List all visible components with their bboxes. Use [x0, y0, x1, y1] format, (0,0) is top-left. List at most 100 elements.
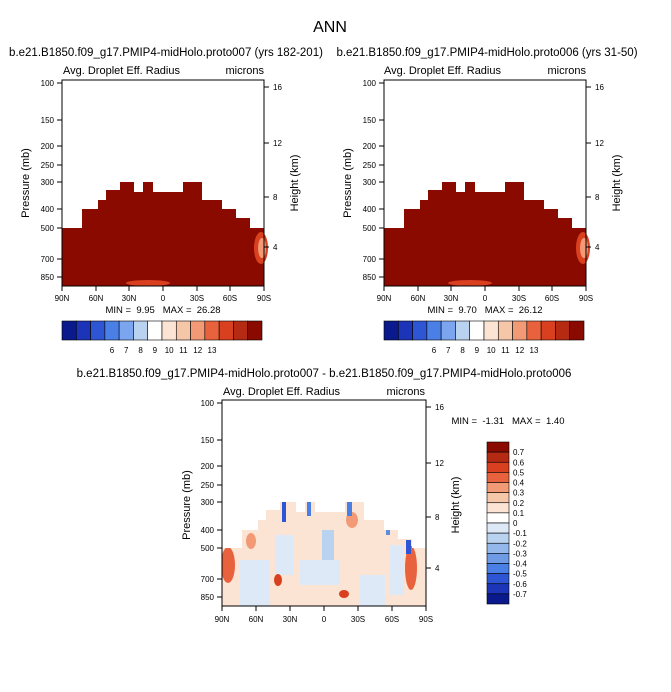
colorbar-label: -0.1 — [513, 529, 527, 538]
field-patch — [307, 502, 311, 516]
colorbar-label: -0.7 — [513, 590, 527, 599]
colorbar-swatch — [218, 320, 234, 341]
colorbar-swatch — [440, 320, 456, 341]
colorbar-swatch — [486, 573, 510, 585]
x-axis: 90N 60N 30N 0 30S 60S 90S — [377, 286, 593, 303]
colorbar-label: 9 — [153, 346, 158, 355]
colorbar-swatch — [247, 320, 263, 341]
y2-tick-label: 16 — [273, 83, 282, 92]
colorbar-swatch — [569, 320, 585, 341]
y-tick-label: 850 — [41, 273, 55, 282]
panel-title: b.e21.B1850.f09_g17.PMIP4-midHolo.proto0… — [77, 368, 572, 380]
x-tick-label: 60N — [411, 294, 426, 303]
field-patch — [386, 525, 390, 535]
field-patch — [240, 560, 270, 606]
colorbar-swatch — [469, 320, 485, 341]
field-patch — [390, 545, 404, 595]
colorbar-label: 11 — [501, 346, 510, 355]
panel-variable: Avg. Droplet Eff. Radius — [63, 65, 180, 77]
y-axis-label: Pressure (mb) — [181, 470, 193, 540]
colorbar-label: 0.1 — [513, 509, 525, 518]
y2-tick-label: 4 — [435, 564, 440, 573]
field-patch — [347, 502, 352, 516]
panel-variable: Avg. Droplet Eff. Radius — [223, 386, 340, 398]
colorbar-swatch — [526, 320, 542, 341]
x-tick-label: 60S — [223, 294, 237, 303]
colorbar-label: 8 — [138, 346, 143, 355]
colorbar-swatch — [133, 320, 149, 341]
x-tick-label: 30S — [512, 294, 526, 303]
colorbar-label: 0.4 — [513, 479, 525, 488]
colorbar-swatch — [190, 320, 206, 341]
colorbar-swatch — [555, 320, 571, 341]
x-tick-label: 90S — [419, 615, 433, 624]
colorbar-label: 7 — [124, 346, 129, 355]
colorbar-swatch — [486, 532, 510, 544]
panel-units: microns — [225, 65, 264, 77]
colorbar: 6 7 8 9 10 11 12 13 — [61, 320, 263, 355]
colorbar: 6 7 8 9 10 11 12 13 — [383, 320, 585, 355]
x-tick-label: 90N — [55, 294, 70, 303]
field-hotspot — [580, 238, 588, 258]
field-fill — [62, 182, 264, 286]
colorbar-label: 0.7 — [513, 448, 525, 457]
x-tick-label: 60N — [249, 615, 264, 624]
colorbar-swatch — [397, 320, 413, 341]
field-hotspot — [126, 280, 170, 286]
colorbar-swatch — [147, 320, 163, 341]
y-axis-right: 16 12 8 4 Height (km) — [586, 83, 623, 252]
colorbar-swatch — [540, 320, 556, 341]
colorbar-swatch — [486, 583, 510, 595]
field-patch — [300, 560, 340, 585]
y-tick-label: 150 — [201, 436, 215, 445]
x-tick-label: 90S — [257, 294, 271, 303]
y-tick-label: 250 — [41, 161, 55, 170]
x-tick-label: 30N — [122, 294, 137, 303]
min-max-stats: MIN = -1.31 MAX = 1.40 — [452, 416, 565, 427]
y-axis-right: 16 12 8 4 Height (km) — [426, 403, 462, 573]
y-tick-label: 850 — [363, 273, 377, 282]
colorbar-swatch — [486, 441, 510, 453]
field-hotspot — [258, 238, 266, 258]
colorbar-swatch — [412, 320, 428, 341]
y-tick-label: 400 — [363, 205, 377, 214]
y2-tick-label: 8 — [273, 193, 278, 202]
colorbar-label: -0.2 — [513, 539, 527, 548]
colorbar-swatch — [486, 451, 510, 463]
x-tick-label: 90N — [215, 615, 230, 624]
colorbar-swatch — [426, 320, 442, 341]
field-patch — [282, 502, 286, 522]
colorbar-swatch — [512, 320, 528, 341]
y2-tick-label: 12 — [595, 139, 604, 148]
colorbar-swatch — [161, 320, 177, 341]
y-tick-label: 850 — [201, 593, 215, 602]
y2-tick-label: 16 — [595, 83, 604, 92]
field-hotspot — [274, 574, 282, 586]
colorbar-label: 13 — [208, 346, 217, 355]
x-tick-label: 30N — [444, 294, 459, 303]
x-axis: 90N 60N 30N 0 30S 60S 90S — [215, 606, 433, 624]
field-patch — [275, 535, 293, 575]
min-max-stats: MIN = 9.95 MAX = 26.28 — [105, 305, 220, 316]
field-patch — [360, 575, 385, 606]
field-patch — [406, 540, 411, 554]
x-tick-label: 90N — [377, 294, 392, 303]
colorbar-label: 7 — [446, 346, 451, 355]
colorbar-label: 0 — [513, 519, 518, 528]
y2-axis-label: Height (km) — [611, 155, 623, 212]
y2-tick-label: 12 — [273, 139, 282, 148]
colorbar-label: 9 — [475, 346, 480, 355]
y-tick-label: 700 — [41, 255, 55, 264]
panel-title: b.e21.B1850.f09_g17.PMIP4-midHolo.proto0… — [336, 47, 637, 59]
y-tick-label: 300 — [201, 498, 215, 507]
colorbar-label: 6 — [110, 346, 115, 355]
colorbar-label: 8 — [460, 346, 465, 355]
colorbar-swatch — [486, 553, 510, 564]
field-hotspot — [405, 546, 417, 590]
y-tick-label: 250 — [201, 481, 215, 490]
x-tick-label: 60N — [89, 294, 104, 303]
y-tick-label: 300 — [363, 178, 377, 187]
colorbar-swatch — [486, 593, 510, 605]
field-hotspot — [222, 547, 235, 583]
